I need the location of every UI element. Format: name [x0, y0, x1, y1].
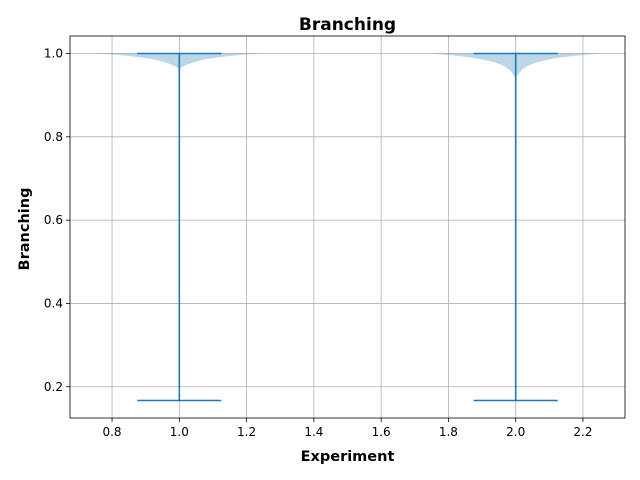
x-tick-label: 1.8 — [439, 425, 458, 439]
y-axis-label: Branching — [17, 188, 33, 271]
y-tick-label: 0.6 — [44, 213, 63, 227]
plot-frame — [69, 35, 626, 419]
x-tick-label: 2.2 — [573, 425, 592, 439]
x-tick-label: 1.0 — [170, 425, 189, 439]
y-tick-label: 1.0 — [44, 46, 63, 60]
x-tick-label: 1.2 — [237, 425, 256, 439]
y-tick-label: 0.8 — [44, 130, 63, 144]
grid-lines — [70, 36, 625, 418]
x-axis-label: Experiment — [301, 449, 395, 465]
axes: 0.8 1.0 1.2 1.4 1.6 1.8 2.0 2.2 0.2 0.4 0.6 0.8 1.0 — [44, 35, 626, 439]
x-tick-label: 2.0 — [506, 425, 525, 439]
y-tick-label: 0.2 — [44, 380, 63, 394]
x-tick-label: 1.6 — [372, 425, 391, 439]
x-tick-label: 1.4 — [304, 425, 323, 439]
y-tick-label: 0.4 — [44, 296, 63, 310]
x-tick-label: 0.8 — [102, 425, 121, 439]
violins — [95, 52, 600, 402]
chart-title: Branching — [299, 15, 396, 35]
